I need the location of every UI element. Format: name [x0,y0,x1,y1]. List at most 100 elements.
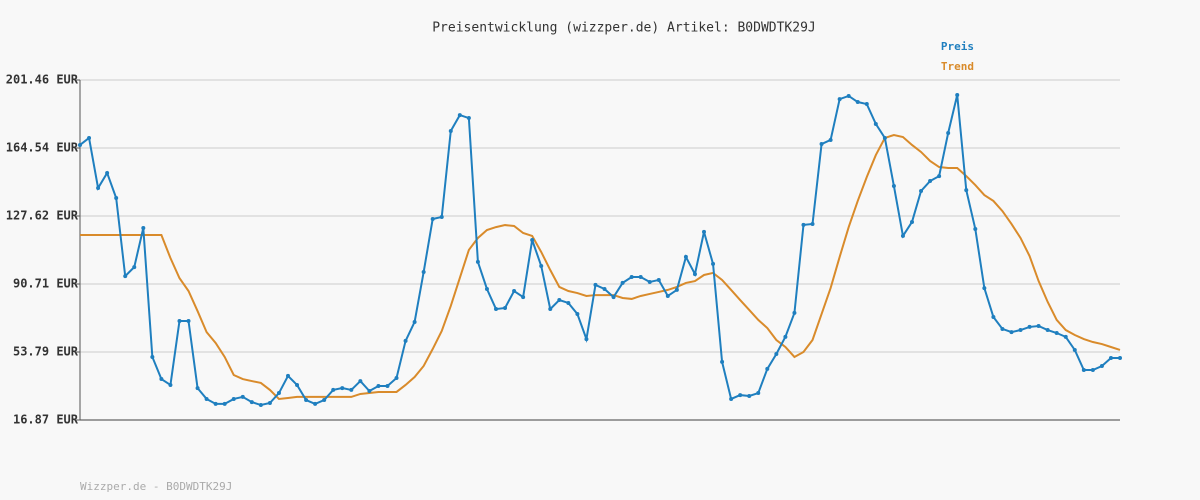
point [964,188,969,193]
point [512,289,517,294]
point [674,287,679,292]
point [276,391,281,396]
point [873,121,878,126]
point [955,93,960,98]
point [1054,331,1059,336]
point [466,116,471,121]
point [665,293,670,298]
point [421,270,426,275]
point [1018,328,1023,333]
point [322,398,327,403]
point [105,170,110,175]
point [919,188,924,193]
point [991,314,996,319]
point [548,307,553,312]
point [530,237,535,242]
point [457,113,462,118]
point [575,312,580,317]
point [331,387,336,392]
point [738,393,743,398]
point [900,233,905,238]
legend-label: Preis [941,40,974,53]
point [1009,330,1014,335]
point [87,135,92,140]
point [982,286,987,291]
point [186,319,191,324]
point [340,386,345,391]
point [484,286,489,291]
point [683,254,688,259]
point [394,375,399,380]
point [132,265,137,270]
point [376,384,381,389]
chart-title: Preisentwicklung (wizzper.de) Artikel: B… [432,21,816,36]
point [711,261,716,266]
point [494,307,498,312]
point [349,387,354,392]
point [720,359,725,364]
point [928,179,933,184]
point [313,401,318,406]
point [430,216,435,221]
point [602,286,607,291]
point [882,135,887,140]
point [611,295,616,300]
point [1027,324,1032,329]
point [1090,368,1095,373]
point [656,277,661,282]
point [267,400,272,405]
point [358,379,363,384]
point [891,184,896,189]
point [240,394,245,399]
point [765,366,770,371]
point [213,401,218,406]
point [593,282,598,287]
point [1081,368,1086,373]
point [638,275,643,280]
point [846,93,851,98]
point [647,279,652,284]
point [385,384,390,389]
point [946,130,951,135]
y-tick-label: 53.79 EUR [13,344,79,358]
point [1036,324,1041,329]
point [222,401,227,406]
point [114,195,119,200]
point [910,219,914,224]
point [412,319,417,324]
point [503,305,508,310]
footer: Wizzper.de - B0DWDTK29J [80,480,232,493]
point [1063,334,1068,339]
point [584,337,589,342]
point [304,398,309,403]
point [801,222,806,227]
point [1000,326,1005,331]
point [539,263,544,268]
y-tick-label: 201.46 EUR [6,73,79,87]
y-tick-label: 164.54 EUR [6,141,79,155]
point [828,137,833,142]
point [1118,356,1122,361]
point [286,373,290,378]
point [837,97,842,102]
point [1045,328,1050,333]
point [96,186,101,191]
point [855,100,860,105]
point [367,389,372,394]
point [177,319,182,324]
point [692,272,697,277]
y-tick-label: 16.87 EUR [13,413,79,427]
point [141,226,146,231]
point [747,393,752,398]
point [783,334,788,339]
point [729,396,734,401]
point [1099,363,1104,368]
point [159,377,164,382]
point [792,310,797,315]
point [1072,347,1077,352]
point [150,354,155,359]
point [258,403,263,408]
point [204,396,209,401]
legend-label: Trend [941,60,974,73]
point [78,142,82,147]
